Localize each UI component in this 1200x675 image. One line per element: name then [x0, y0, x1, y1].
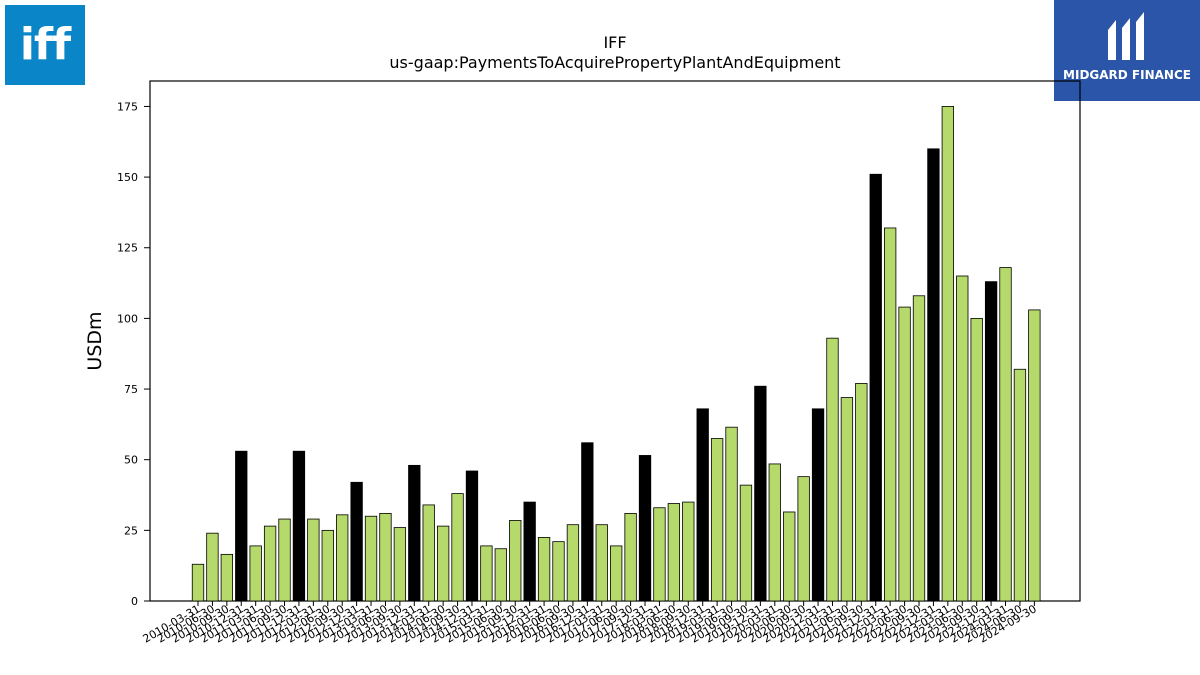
bar	[826, 337, 839, 602]
y-tick-label: 150	[117, 171, 138, 184]
bar	[941, 106, 954, 602]
y-axis-label: USDm	[84, 311, 106, 370]
bar	[350, 481, 363, 602]
bar	[653, 507, 666, 602]
bar	[739, 484, 753, 602]
bar	[292, 450, 306, 602]
bar	[710, 438, 724, 602]
bar	[408, 464, 421, 602]
bar	[523, 501, 536, 602]
bar	[191, 563, 205, 602]
y-tick-label: 75	[124, 383, 138, 396]
bar	[509, 520, 522, 602]
y-tick-label: 100	[117, 312, 138, 325]
bar	[1013, 368, 1027, 602]
y-tick-label: 0	[131, 595, 138, 608]
bar	[696, 408, 709, 602]
iff-logo-text: iff	[19, 19, 71, 70]
y-tick-label: 25	[124, 524, 138, 537]
bar	[797, 476, 810, 602]
bar	[884, 227, 897, 602]
bar	[566, 524, 580, 602]
iff-logo: iff	[5, 5, 85, 85]
bar	[235, 450, 248, 602]
bar	[321, 529, 334, 602]
bar	[855, 382, 868, 602]
bar	[811, 408, 825, 602]
bar	[783, 511, 796, 602]
bar	[638, 455, 652, 602]
bar	[912, 295, 926, 602]
bar	[898, 306, 911, 602]
bar	[278, 518, 291, 602]
midgard-mark-icon	[1108, 12, 1144, 60]
bar	[537, 537, 551, 602]
bar	[768, 463, 781, 602]
bar	[984, 281, 998, 602]
bar	[436, 525, 450, 602]
bar	[480, 545, 493, 602]
bar	[970, 317, 983, 602]
bar	[956, 275, 969, 602]
bar	[552, 541, 565, 602]
chart-title: IFF	[603, 33, 627, 52]
bar	[999, 267, 1012, 602]
bar	[754, 385, 767, 602]
bar	[336, 514, 349, 602]
chart-subtitle: us-gaap:PaymentsToAcquirePropertyPlantAn…	[389, 53, 841, 72]
bar	[1028, 309, 1041, 602]
bar	[364, 515, 378, 602]
bar	[581, 442, 594, 602]
bar	[927, 148, 940, 602]
bar	[494, 548, 507, 602]
bar	[725, 426, 738, 602]
bar	[206, 532, 219, 602]
bar	[379, 512, 392, 602]
y-tick-label: 125	[117, 242, 138, 255]
bar	[667, 503, 681, 602]
bar	[422, 504, 435, 602]
bar	[624, 512, 637, 602]
bar	[595, 524, 608, 602]
bar	[393, 527, 407, 602]
bar	[840, 397, 854, 602]
bar	[869, 173, 882, 602]
bar	[451, 493, 464, 602]
bar	[220, 553, 233, 602]
y-tick-label: 175	[117, 100, 138, 113]
midgard-brand-text: MIDGARD FINANCE	[1063, 68, 1191, 82]
midgard-finance-logo: MIDGARD FINANCE	[1054, 0, 1200, 101]
bar	[307, 518, 320, 602]
bar	[682, 501, 695, 602]
bar	[610, 545, 623, 602]
bar	[249, 545, 262, 602]
bar	[263, 525, 277, 602]
y-tick-label: 50	[124, 454, 138, 467]
bar	[465, 470, 479, 602]
